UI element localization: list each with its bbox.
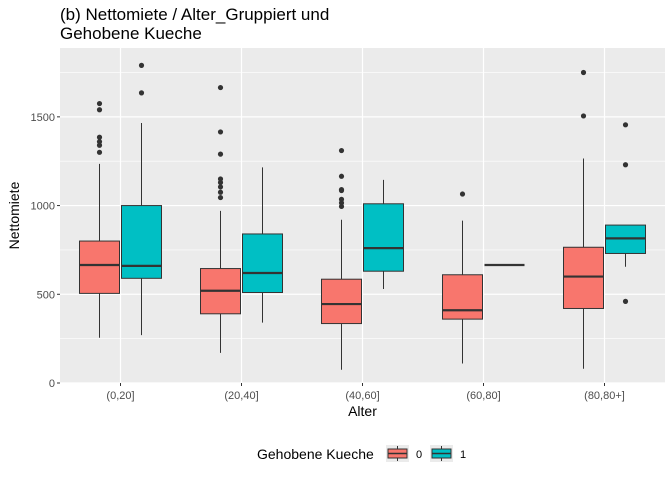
x-tick-label: (0,20] — [106, 390, 134, 402]
legend: Gehobene Kueche 0 1 — [257, 445, 466, 462]
outlier-point — [338, 147, 345, 154]
box-body — [79, 240, 120, 294]
box-1-(80,80+] — [605, 122, 646, 304]
box-0-(40,60] — [321, 147, 362, 370]
x-axis: (0,20] (20,40] (40,60] (60,80] (80,80+] — [106, 383, 625, 402]
outlier-point — [622, 162, 629, 168]
outlier-point — [96, 134, 103, 140]
x-tick-label: (40,60] — [345, 390, 379, 402]
outlier-point — [459, 191, 466, 197]
outlier-point — [580, 69, 587, 76]
box-0-(80,80+] — [563, 69, 604, 369]
box-body — [121, 205, 162, 279]
y-tick-label: 1000 — [31, 201, 55, 213]
outlier-point — [622, 122, 629, 128]
outlier-point — [217, 129, 224, 135]
outlier-point — [580, 113, 587, 119]
box-1-(0,20] — [121, 62, 162, 336]
outlier-point — [96, 139, 103, 145]
legend-label: 0 — [416, 449, 422, 461]
box-body — [363, 203, 404, 272]
outlier-point — [217, 176, 224, 182]
box-body — [242, 233, 283, 294]
outlier-point — [217, 189, 224, 195]
chart-title-line-2: Gehobene Kueche — [60, 24, 202, 43]
legend-label: 1 — [460, 449, 466, 461]
y-axis: 0 500 1000 1500 — [31, 112, 60, 390]
x-tick-label: (20,40] — [224, 390, 258, 402]
outlier-point — [338, 186, 345, 193]
x-axis-title: Alter — [348, 403, 377, 419]
outlier-point — [138, 90, 145, 96]
box-body — [563, 246, 604, 309]
outlier-point — [622, 298, 629, 304]
outlier-point — [96, 100, 103, 107]
y-tick-label: 500 — [37, 289, 55, 301]
outlier-point — [217, 84, 224, 91]
outlier-point — [338, 173, 345, 179]
box-0-(60,80] — [442, 191, 483, 364]
box-body — [442, 274, 483, 320]
x-tick-label: (80,80+] — [584, 390, 625, 402]
box-0-(20,40] — [200, 84, 241, 353]
box-body — [321, 278, 362, 325]
outlier-point — [217, 151, 224, 157]
outlier-point — [338, 196, 345, 202]
x-tick-label: (60,80] — [466, 390, 500, 402]
legend-title: Gehobene Kueche — [257, 446, 374, 462]
chart-title-line-1: (b) Nettomiete / Alter_Gruppiert und — [60, 5, 329, 24]
outlier-point — [138, 62, 145, 68]
outlier-point — [96, 107, 103, 113]
y-axis-title: Nettomiete — [6, 181, 22, 249]
outlier-point — [217, 194, 224, 201]
outlier-point — [217, 184, 224, 190]
box-series-group — [79, 62, 646, 370]
box-1-(40,60] — [363, 179, 404, 289]
y-tick-label: 0 — [49, 378, 55, 390]
outlier-point — [96, 149, 103, 155]
box-1-(20,40] — [242, 167, 283, 323]
y-tick-label: 1500 — [31, 112, 55, 124]
box-0-(0,20] — [79, 100, 120, 338]
